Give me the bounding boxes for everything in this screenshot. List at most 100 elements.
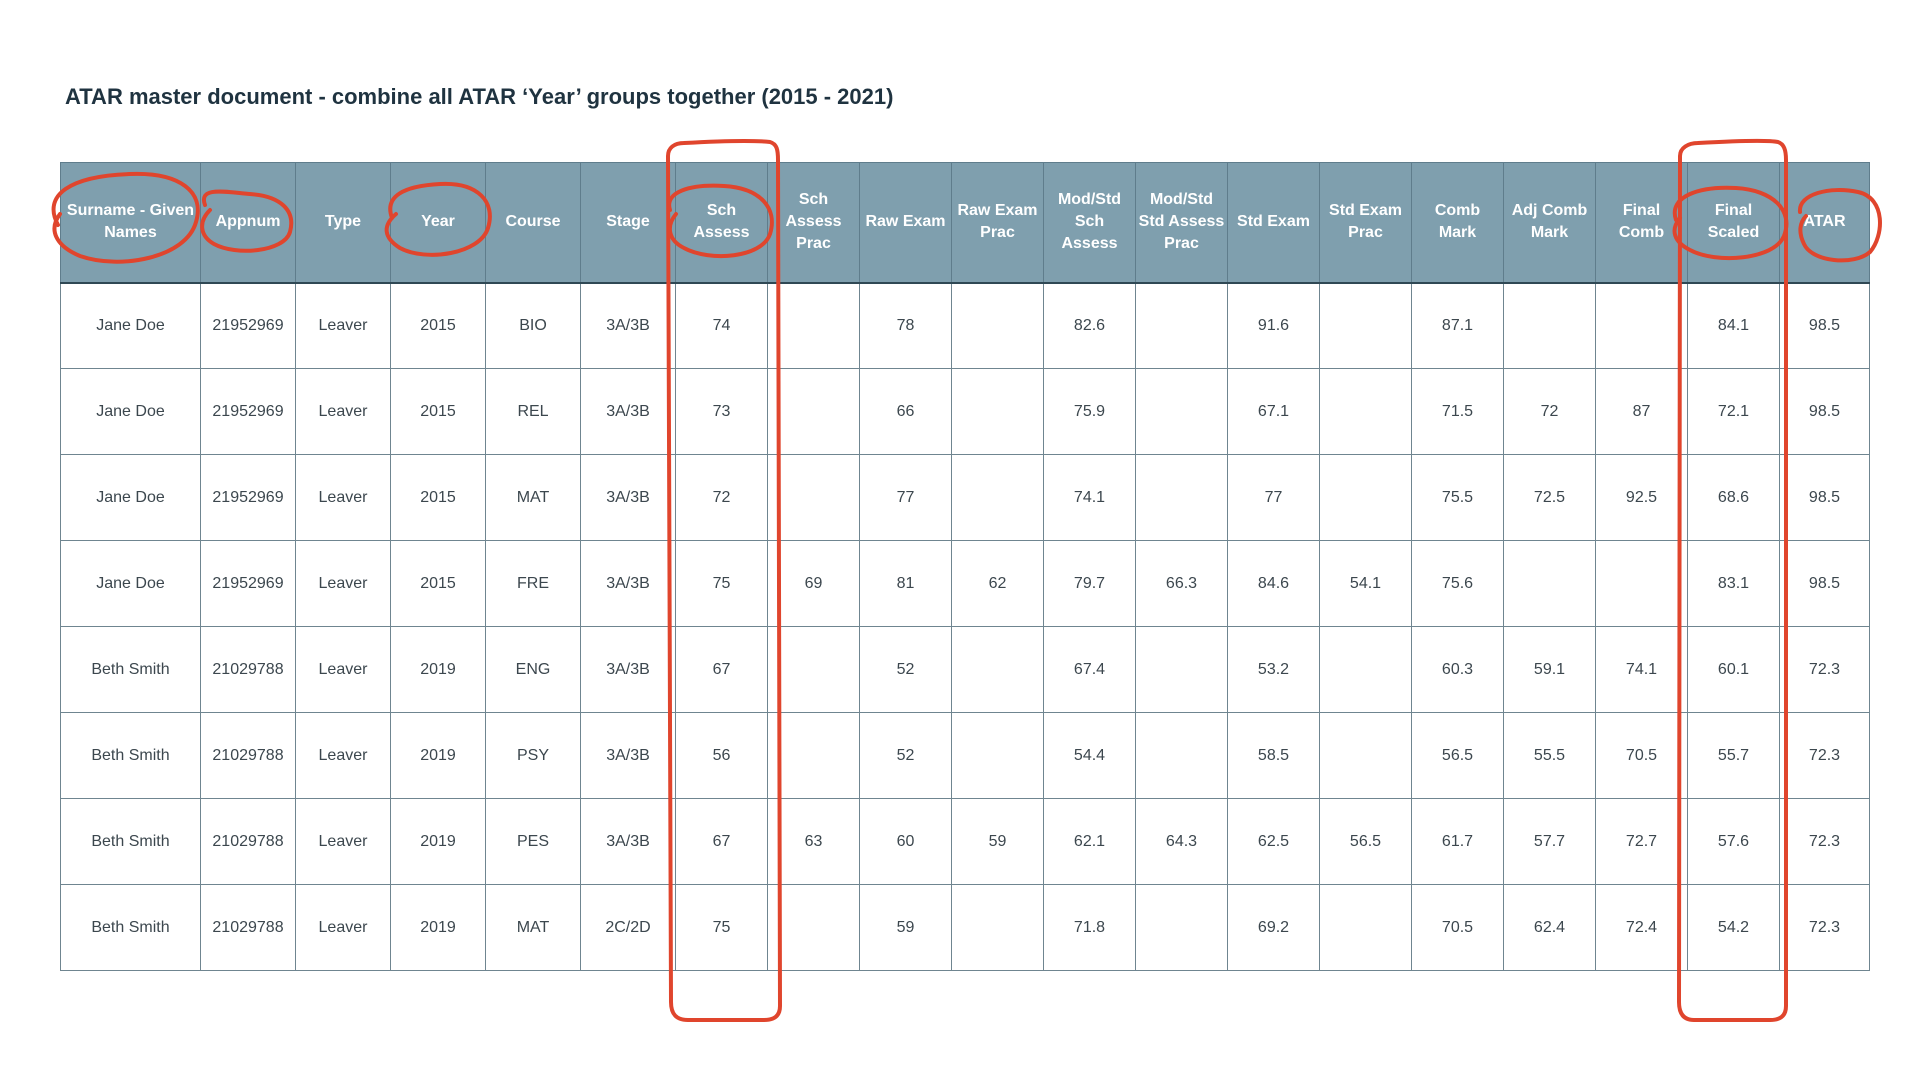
atar-table: Surname - Given Names Appnum Type Year Cours…: [60, 162, 1870, 971]
cell-type: Leaver: [295, 540, 391, 627]
cell-year: 2019: [390, 798, 486, 885]
cell-surname-given-names: Beth Smith: [60, 798, 201, 885]
cell-mod-std-std-assess-prac: [1135, 368, 1228, 455]
cell-adj-comb-mark: 72.5: [1503, 454, 1596, 541]
cell-std-exam: 84.6: [1227, 540, 1320, 627]
cell-raw-exam-prac: [951, 626, 1044, 713]
cell-raw-exam: 77: [859, 454, 952, 541]
cell-appnum: 21029788: [200, 712, 296, 799]
column-header-year: Year: [390, 162, 486, 284]
cell-appnum: 21952969: [200, 282, 296, 369]
cell-final-scaled: 83.1: [1687, 540, 1780, 627]
cell-final-scaled: 84.1: [1687, 282, 1780, 369]
cell-final-comb: 72.4: [1595, 884, 1688, 971]
cell-std-exam: 91.6: [1227, 282, 1320, 369]
cell-course: PSY: [485, 712, 581, 799]
cell-sch-assess-prac: [767, 368, 860, 455]
cell-surname-given-names: Jane Doe: [60, 454, 201, 541]
cell-atar: 98.5: [1779, 282, 1870, 369]
cell-type: Leaver: [295, 368, 391, 455]
cell-std-exam: 58.5: [1227, 712, 1320, 799]
cell-sch-assess-prac: [767, 454, 860, 541]
cell-std-exam-prac: [1319, 282, 1412, 369]
cell-stage: 3A/3B: [580, 368, 676, 455]
cell-mod-std-std-assess-prac: 66.3: [1135, 540, 1228, 627]
cell-comb-mark: 60.3: [1411, 626, 1504, 713]
column-header-stage: Stage: [580, 162, 676, 284]
column-header-mod-std-std-assess-prac: Mod/Std Std Assess Prac: [1135, 162, 1228, 284]
cell-appnum: 21029788: [200, 626, 296, 713]
table-header: Surname - Given Names Appnum Type Year Cours…: [60, 162, 1870, 284]
cell-raw-exam-prac: [951, 282, 1044, 369]
cell-stage: 3A/3B: [580, 798, 676, 885]
cell-mod-std-sch-assess: 71.8: [1043, 884, 1136, 971]
cell-surname-given-names: Jane Doe: [60, 540, 201, 627]
cell-comb-mark: 61.7: [1411, 798, 1504, 885]
cell-year: 2015: [390, 454, 486, 541]
cell-course: PES: [485, 798, 581, 885]
cell-atar: 72.3: [1779, 884, 1870, 971]
cell-std-exam-prac: [1319, 884, 1412, 971]
cell-sch-assess: 67: [675, 626, 768, 713]
cell-mod-std-sch-assess: 82.6: [1043, 282, 1136, 369]
cell-stage: 3A/3B: [580, 454, 676, 541]
cell-raw-exam: 78: [859, 282, 952, 369]
cell-type: Leaver: [295, 884, 391, 971]
table-row: Jane Doe 21952969 Leaver 2015 FRE 3A/3B 75 69 81…: [60, 540, 1870, 627]
cell-final-comb: 92.5: [1595, 454, 1688, 541]
column-header-comb-mark: Comb Mark: [1411, 162, 1504, 284]
cell-sch-assess: 75: [675, 884, 768, 971]
cell-stage: 3A/3B: [580, 540, 676, 627]
cell-surname-given-names: Beth Smith: [60, 884, 201, 971]
cell-std-exam-prac: [1319, 626, 1412, 713]
cell-appnum: 21952969: [200, 454, 296, 541]
cell-final-comb: 70.5: [1595, 712, 1688, 799]
cell-mod-std-sch-assess: 75.9: [1043, 368, 1136, 455]
cell-final-scaled: 55.7: [1687, 712, 1780, 799]
cell-comb-mark: 70.5: [1411, 884, 1504, 971]
cell-course: ENG: [485, 626, 581, 713]
cell-mod-std-std-assess-prac: [1135, 884, 1228, 971]
cell-adj-comb-mark: [1503, 540, 1596, 627]
cell-std-exam-prac: 56.5: [1319, 798, 1412, 885]
column-header-surname-given-names: Surname - Given Names: [60, 162, 201, 284]
cell-sch-assess: 75: [675, 540, 768, 627]
column-header-final-scaled: Final Scaled: [1687, 162, 1780, 284]
cell-raw-exam: 52: [859, 712, 952, 799]
cell-sch-assess-prac: [767, 282, 860, 369]
header-row: Surname - Given Names Appnum Type Year Cours…: [60, 162, 1870, 284]
cell-course: REL: [485, 368, 581, 455]
cell-mod-std-sch-assess: 62.1: [1043, 798, 1136, 885]
column-header-std-exam: Std Exam: [1227, 162, 1320, 284]
cell-type: Leaver: [295, 282, 391, 369]
cell-sch-assess: 74: [675, 282, 768, 369]
cell-mod-std-sch-assess: 54.4: [1043, 712, 1136, 799]
cell-surname-given-names: Beth Smith: [60, 712, 201, 799]
cell-type: Leaver: [295, 712, 391, 799]
table-row: Jane Doe 21952969 Leaver 2015 BIO 3A/3B 74 78 82…: [60, 282, 1870, 369]
cell-stage: 3A/3B: [580, 712, 676, 799]
table-body: Jane Doe 21952969 Leaver 2015 BIO 3A/3B 74 78 82…: [60, 282, 1870, 971]
cell-atar: 98.5: [1779, 368, 1870, 455]
cell-comb-mark: 75.6: [1411, 540, 1504, 627]
cell-raw-exam: 81: [859, 540, 952, 627]
cell-sch-assess: 73: [675, 368, 768, 455]
cell-sch-assess-prac: [767, 712, 860, 799]
cell-mod-std-std-assess-prac: [1135, 454, 1228, 541]
cell-raw-exam: 52: [859, 626, 952, 713]
table-row: Beth Smith 21029788 Leaver 2019 PES 3A/3B 67 63…: [60, 798, 1870, 885]
column-header-sch-assess-prac: Sch Assess Prac: [767, 162, 860, 284]
cell-raw-exam: 66: [859, 368, 952, 455]
table-row: Beth Smith 21029788 Leaver 2019 ENG 3A/3B 67 52…: [60, 626, 1870, 713]
cell-appnum: 21029788: [200, 884, 296, 971]
cell-final-comb: [1595, 540, 1688, 627]
column-header-adj-comb-mark: Adj Comb Mark: [1503, 162, 1596, 284]
cell-stage: 2C/2D: [580, 884, 676, 971]
cell-year: 2019: [390, 626, 486, 713]
column-header-type: Type: [295, 162, 391, 284]
table-row: Beth Smith 21029788 Leaver 2019 PSY 3A/3B 56 52…: [60, 712, 1870, 799]
cell-adj-comb-mark: 55.5: [1503, 712, 1596, 799]
cell-std-exam-prac: 54.1: [1319, 540, 1412, 627]
cell-year: 2015: [390, 368, 486, 455]
cell-final-scaled: 54.2: [1687, 884, 1780, 971]
